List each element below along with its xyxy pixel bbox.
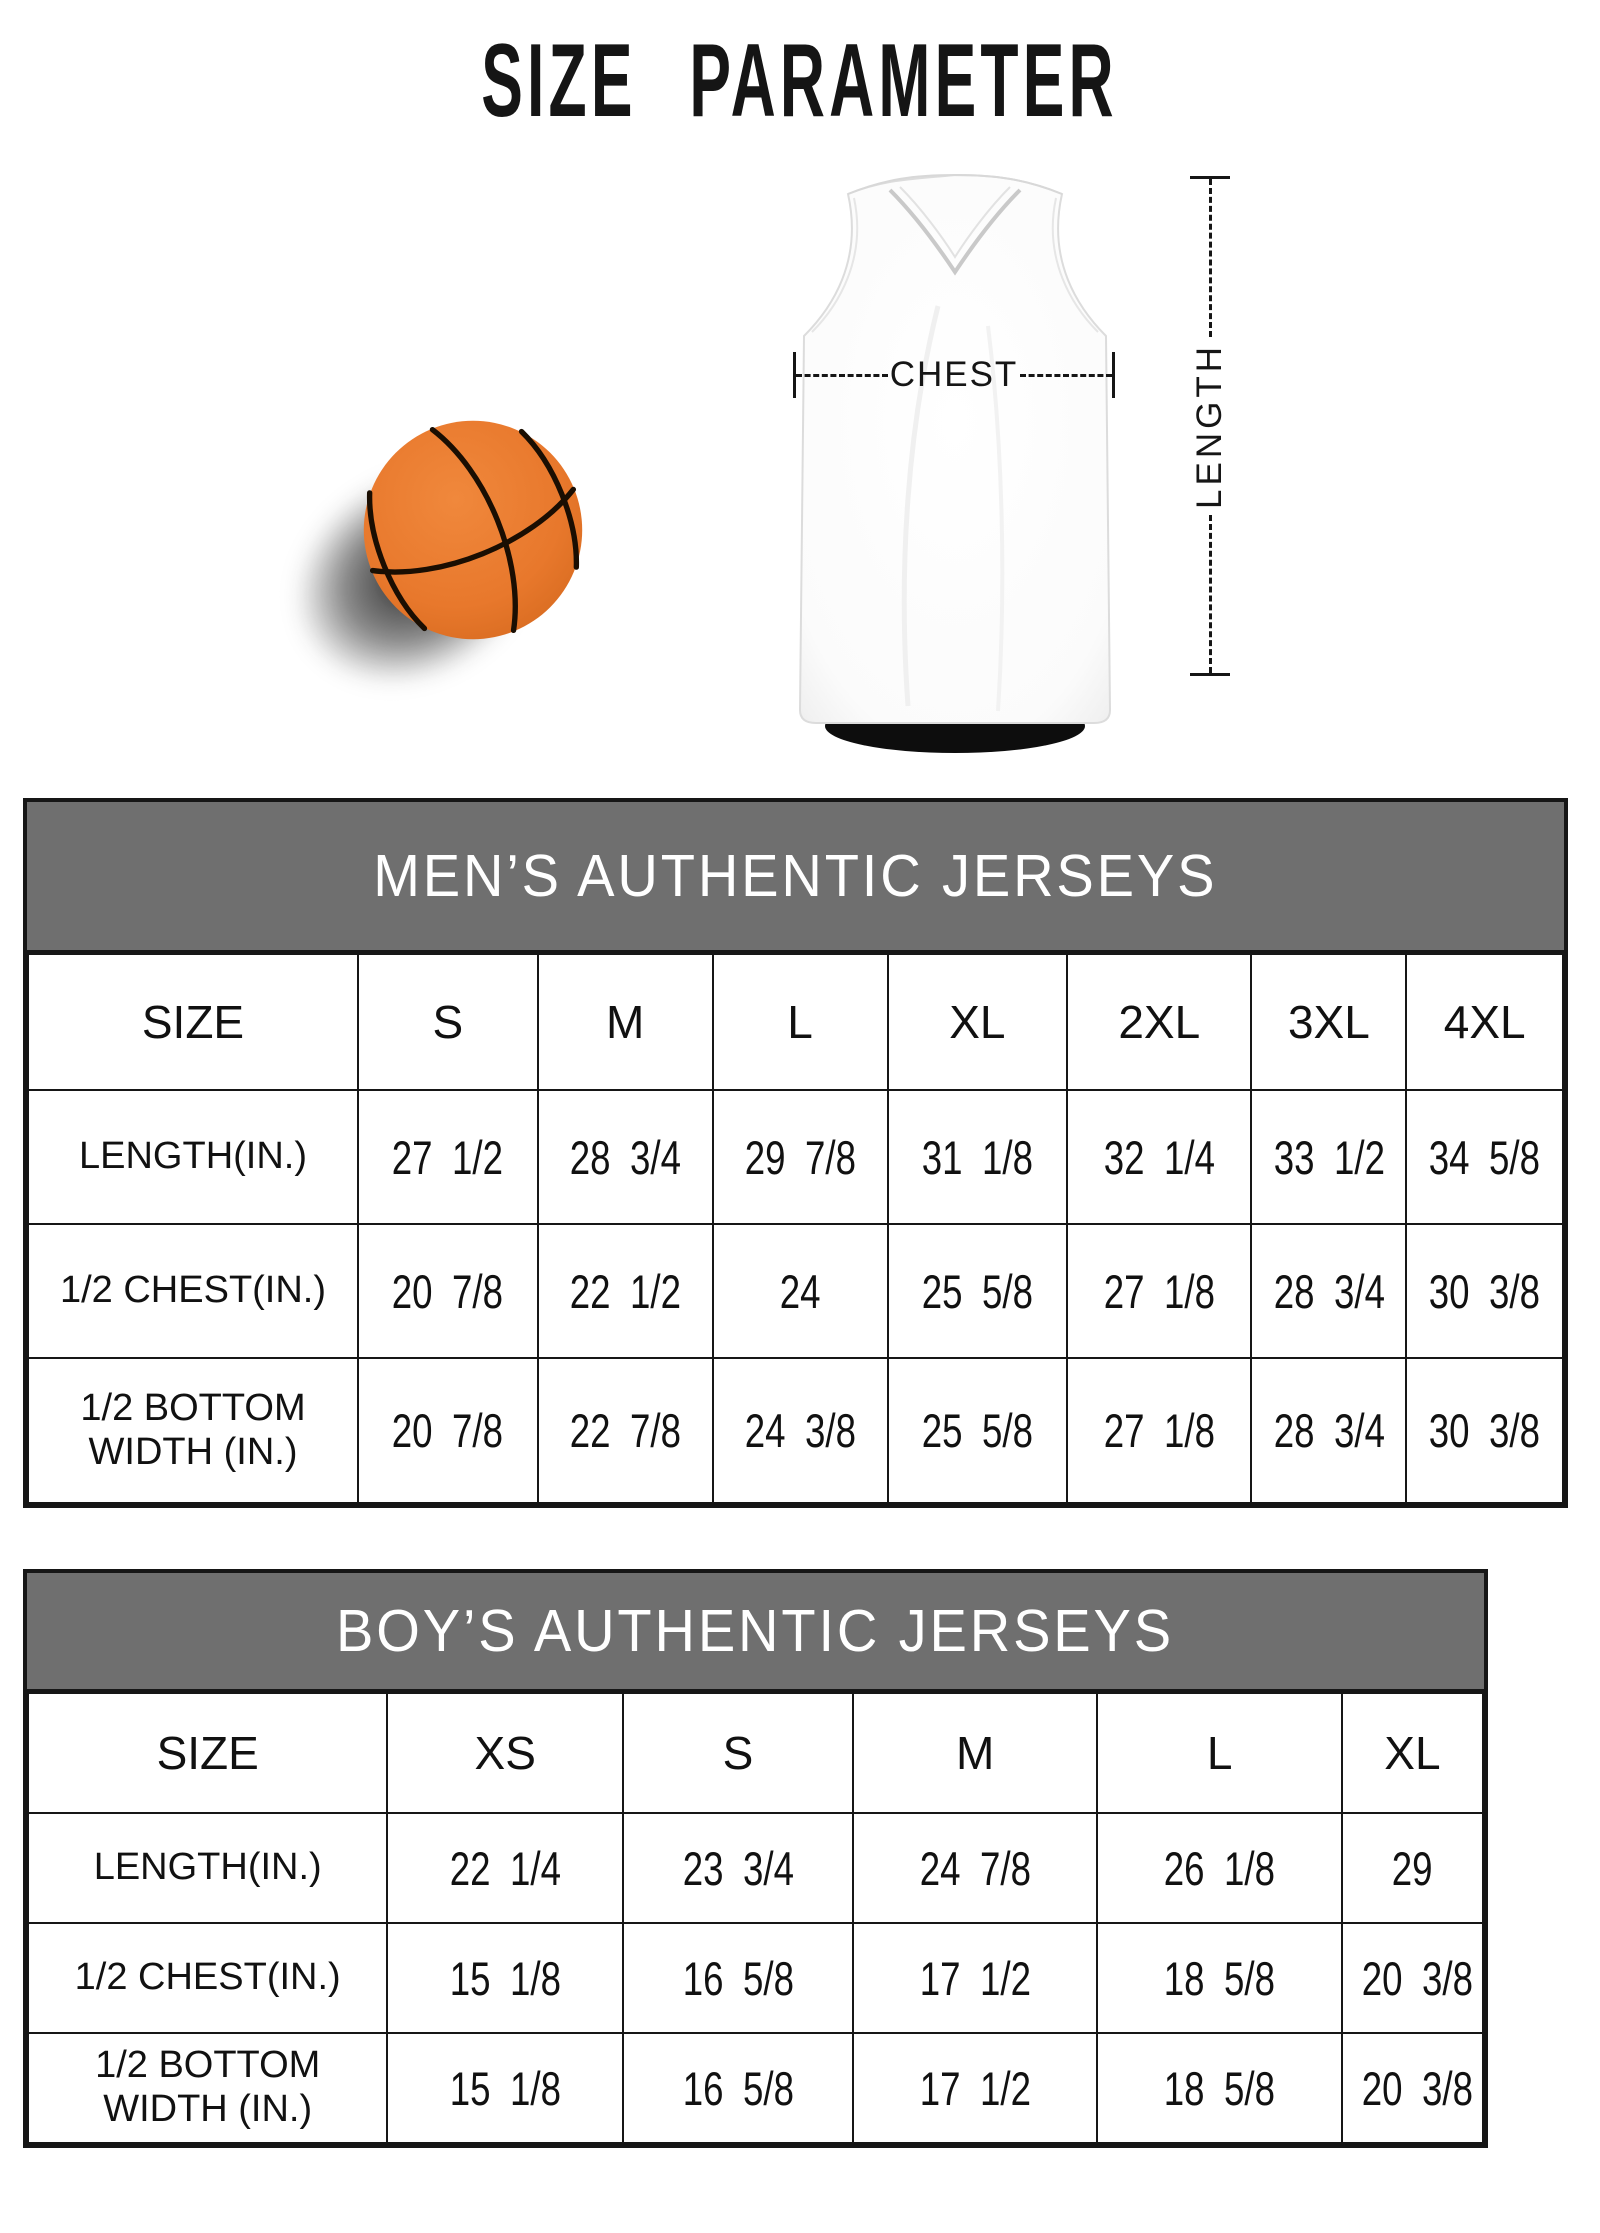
cell: 34 5/8 [1405, 1089, 1564, 1225]
boys-chest-row: 1/2 CHEST(IN.) 15 1/8 16 5/8 17 1/2 18 5… [26, 1922, 1485, 2034]
boys-length-row: LENGTH(IN.) 22 1/4 23 3/4 24 7/8 26 1/8 … [26, 1812, 1485, 1924]
mens-chest-row: 1/2 CHEST(IN.) 20 7/8 22 1/2 24 25 5/8 2… [26, 1223, 1564, 1359]
cell: 24 3/8 [711, 1357, 889, 1504]
chest-left-tick-icon [793, 352, 796, 398]
page-title-text: SIZE PARAMETER [481, 23, 1119, 139]
length-label: LENGTH [1190, 343, 1229, 509]
boys-size-table: BOY’S AUTHENTIC JERSEYS SIZE XS S M L XL… [23, 1569, 1488, 2148]
mens-table-title-band: MEN’S AUTHENTIC JERSEYS [27, 802, 1564, 953]
mens-bottom-width-row: 1/2 BOTTOM WIDTH (IN.) 20 7/8 22 7/8 24 … [26, 1357, 1564, 1504]
mens-size-table: MEN’S AUTHENTIC JERSEYS SIZE S M L XL 2X… [23, 798, 1568, 1508]
mens-col-header-xl: XL [886, 953, 1069, 1091]
cell: 20 7/8 [357, 1223, 539, 1359]
row-label: LENGTH(IN.) [26, 1812, 389, 1924]
cell: 27 1/2 [357, 1089, 539, 1225]
mens-header-row: SIZE S M L XL 2XL 3XL 4XL [26, 953, 1564, 1091]
cell: 18 5/8 [1096, 2032, 1343, 2144]
cell: 16 5/8 [622, 2032, 854, 2144]
cell: 16 5/8 [622, 1922, 854, 2034]
mens-size-grid: SIZE S M L XL 2XL 3XL 4XL LENGTH(IN.) 27… [26, 953, 1564, 1504]
boys-col-header-l: L [1096, 1692, 1343, 1814]
cell: 28 3/4 [536, 1089, 714, 1225]
cell: 15 1/8 [386, 1922, 625, 2034]
cell: 22 1/2 [536, 1223, 714, 1359]
cell: 29 [1340, 1812, 1485, 1924]
mens-col-header-l: L [711, 953, 889, 1091]
mens-col-header-s: S [357, 953, 539, 1091]
cell: 23 3/4 [622, 1812, 854, 1924]
chest-dash-left-icon [796, 373, 888, 377]
row-label: 1/2 BOTTOM WIDTH (IN.) [26, 2032, 389, 2144]
cell: 27 1/8 [1066, 1223, 1253, 1359]
boys-col-header-m: M [851, 1692, 1099, 1814]
cell: 24 [711, 1223, 889, 1359]
cell: 20 3/8 [1340, 1922, 1485, 2034]
cell: 31 1/8 [886, 1089, 1069, 1225]
cell: 20 7/8 [357, 1357, 539, 1504]
cell: 30 3/8 [1405, 1223, 1564, 1359]
cell: 24 7/8 [851, 1812, 1099, 1924]
mens-col-header-m: M [536, 953, 714, 1091]
boys-col-header-xs: XS [386, 1692, 625, 1814]
mens-col-header-size: SIZE [26, 953, 360, 1091]
boys-size-grid: SIZE XS S M L XL LENGTH(IN.) 22 1/4 23 3… [26, 1692, 1485, 2144]
length-dash-top-icon [1208, 179, 1212, 338]
cell: 22 1/4 [386, 1812, 625, 1924]
chest-measure-line: CHEST [793, 352, 1115, 398]
cell: 26 1/8 [1096, 1812, 1343, 1924]
row-label: 1/2 BOTTOM WIDTH (IN.) [26, 1357, 360, 1504]
page-title: SIZE PARAMETER [0, 22, 1600, 141]
boys-col-header-xl: XL [1340, 1692, 1485, 1814]
cell: 18 5/8 [1096, 1922, 1343, 2034]
chest-right-tick-icon [1112, 352, 1115, 398]
row-label: 1/2 CHEST(IN.) [26, 1223, 360, 1359]
length-top-tick-icon [1190, 176, 1230, 179]
cell: 15 1/8 [386, 2032, 625, 2144]
cell: 30 3/8 [1405, 1357, 1564, 1504]
boys-table-title: BOY’S AUTHENTIC JERSEYS [336, 1598, 1175, 1664]
length-measure-line: LENGTH [1188, 176, 1232, 676]
cell: 17 1/2 [851, 1922, 1099, 2034]
cell: 28 3/4 [1250, 1357, 1408, 1504]
cell: 25 5/8 [886, 1223, 1069, 1359]
chest-dash-right-icon [1020, 373, 1112, 377]
basketball-icon [363, 420, 583, 640]
cell: 29 7/8 [711, 1089, 889, 1225]
boys-col-header-s: S [622, 1692, 854, 1814]
mens-col-header-4xl: 4XL [1405, 953, 1564, 1091]
boys-bottom-width-row: 1/2 BOTTOM WIDTH (IN.) 15 1/8 16 5/8 17 … [26, 2032, 1485, 2144]
boys-table-title-band: BOY’S AUTHENTIC JERSEYS [27, 1573, 1484, 1692]
cell: 17 1/2 [851, 2032, 1099, 2144]
cell: 33 1/2 [1250, 1089, 1408, 1225]
jersey-icon [798, 173, 1112, 753]
cell: 28 3/4 [1250, 1223, 1408, 1359]
row-label: LENGTH(IN.) [26, 1089, 360, 1225]
cell: 32 1/4 [1066, 1089, 1253, 1225]
cell: 20 3/8 [1340, 2032, 1485, 2144]
cell: 27 1/8 [1066, 1357, 1253, 1504]
row-label: 1/2 CHEST(IN.) [26, 1922, 389, 2034]
mens-col-header-2xl: 2XL [1066, 953, 1253, 1091]
mens-table-title: MEN’S AUTHENTIC JERSEYS [373, 843, 1218, 909]
length-dash-bottom-icon [1208, 514, 1212, 673]
length-bottom-tick-icon [1190, 673, 1230, 676]
mens-length-row: LENGTH(IN.) 27 1/2 28 3/4 29 7/8 31 1/8 … [26, 1089, 1564, 1225]
cell: 22 7/8 [536, 1357, 714, 1504]
cell: 25 5/8 [886, 1357, 1069, 1504]
chest-label: CHEST [889, 355, 1019, 394]
boys-header-row: SIZE XS S M L XL [26, 1692, 1485, 1814]
boys-col-header-size: SIZE [26, 1692, 389, 1814]
mens-col-header-3xl: 3XL [1250, 953, 1408, 1091]
